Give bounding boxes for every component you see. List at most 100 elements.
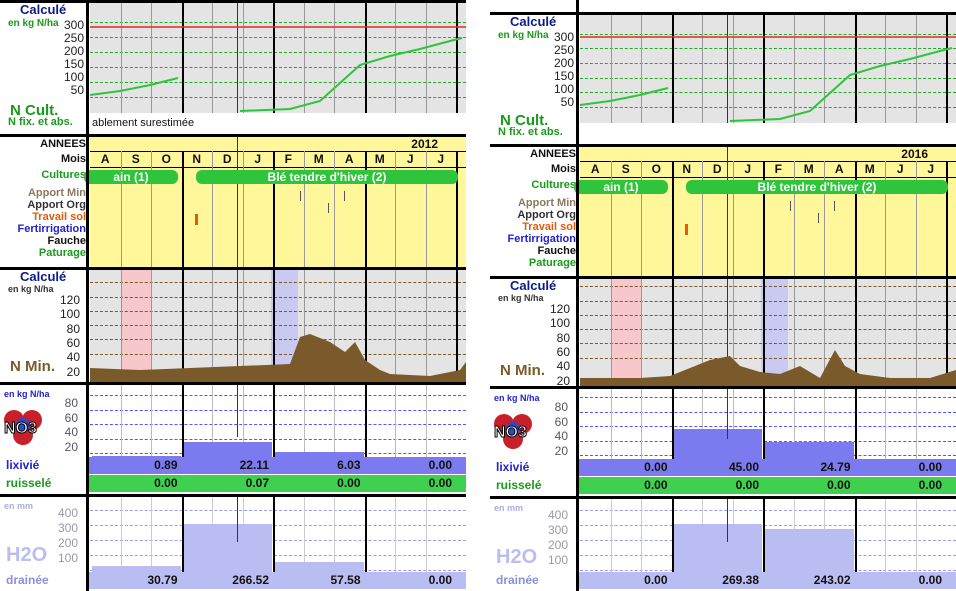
v-gridline — [610, 499, 612, 572]
v-gridline — [364, 151, 367, 267]
fauche-label: Fauche — [47, 235, 86, 247]
v-gridline — [425, 385, 427, 457]
month-label: O — [651, 162, 661, 176]
apport-org-marker[interactable] — [818, 213, 819, 223]
h-gridline — [580, 510, 956, 511]
apport-org-marker[interactable] — [328, 203, 329, 213]
v-gridline — [702, 389, 703, 459]
column-divider — [671, 389, 674, 459]
calc-title: Calculé — [20, 2, 67, 17]
y-tick-label: 150 — [553, 69, 574, 83]
simulation-panel-left: Calculé en kg N/ha 300 250 200 150 100 50 N Cult… — [0, 0, 466, 591]
drainee-value: 0.00 — [918, 573, 942, 587]
agenda-labels: ANNEES Mois Cultures Apport Min Apport Org Tr… — [0, 138, 86, 271]
month-label: A — [590, 162, 600, 176]
agenda-grid: 2016ASONDJFMAMJJAain (1)Blé tendre d'hiv… — [574, 147, 956, 276]
n-min-label: N Min. — [10, 358, 55, 375]
drainee-value: 30.79 — [147, 573, 178, 587]
v-gridline — [395, 497, 396, 572]
v-gridline — [242, 385, 244, 457]
drainee-label: drainée — [496, 573, 539, 587]
unit-label: en mm — [4, 501, 34, 511]
month-label: J — [927, 162, 935, 176]
panel-divider — [576, 0, 579, 591]
n-min-area-svg — [90, 334, 466, 382]
n-cult-curve-prev — [90, 77, 179, 96]
apport-min-marker[interactable] — [790, 201, 791, 211]
oxygen-atom — [13, 425, 33, 445]
y-tick-label: 300 — [63, 18, 84, 32]
n-cult-label: N Cult. — [500, 112, 549, 129]
v-gridline — [763, 15, 765, 123]
v-gridline — [885, 499, 886, 572]
column-divider — [364, 385, 367, 457]
y-tick-label: 200 — [63, 44, 84, 58]
column-divider — [854, 389, 857, 459]
v-gridline — [641, 279, 642, 386]
agenda-section: ANNEES Mois Cultures Apport Min Apport Org Tr… — [490, 144, 956, 276]
current-date-line — [726, 279, 728, 386]
h-gridline — [90, 525, 466, 526]
v-gridline — [364, 270, 367, 382]
y-tick-label: 40 — [66, 350, 80, 365]
apport-min-marker[interactable] — [834, 201, 835, 211]
v-gridline — [242, 270, 244, 382]
h-gridline — [580, 397, 956, 398]
column-divider — [181, 385, 184, 457]
no3-molecule-icon: NO3 — [492, 412, 536, 452]
column-divider — [671, 499, 674, 572]
n-cult-plot — [90, 3, 466, 113]
lixivie-value: 24.79 — [820, 460, 851, 474]
no3-label: NO3 — [494, 424, 528, 442]
h-gridline — [580, 314, 956, 316]
month-label: J — [437, 152, 445, 166]
v-gridline — [671, 161, 674, 276]
lixivie-bar — [275, 452, 364, 457]
cultures-label: Cultures — [41, 169, 86, 181]
travail-sol-marker[interactable] — [685, 224, 688, 235]
v-gridline — [915, 161, 917, 276]
crop-bar-main[interactable]: Blé tendre d'hiver (2) — [686, 180, 948, 194]
crop-bar-previous[interactable]: ain (1) — [84, 170, 178, 184]
column-divider — [854, 499, 857, 572]
n-min-section: Calculé en kg N/ha 120 100 80 60 40 20 N Min. — [0, 267, 466, 382]
crop-bar-previous[interactable]: ain (1) — [574, 180, 668, 194]
v-gridline — [885, 15, 886, 123]
year-divider — [90, 151, 466, 152]
apport-min-label: Apport Min — [517, 197, 576, 209]
v-gridline — [212, 3, 213, 113]
h-gridline — [580, 440, 956, 442]
v-gridline — [212, 385, 213, 457]
apport-min-marker[interactable] — [344, 191, 345, 201]
y-tick-label: 250 — [63, 31, 84, 45]
crop-bar-main[interactable]: Blé tendre d'hiver (2) — [196, 170, 458, 184]
v-gridline — [181, 3, 184, 113]
n-cult-curve-prev — [580, 87, 669, 106]
month-label: D — [222, 152, 232, 166]
y-tick-label: 80 — [554, 400, 568, 414]
travail-sol-marker[interactable] — [195, 214, 198, 225]
v-gridline — [395, 151, 396, 267]
h-gridline — [580, 33, 956, 35]
drainee-row: drainée 0.00 269.38 243.02 0.00 — [490, 572, 956, 589]
y-tick-label: 50 — [70, 83, 84, 97]
apport-min-marker[interactable] — [300, 191, 301, 201]
month-label: J — [896, 162, 904, 176]
v-gridline — [732, 15, 734, 123]
v-gridline — [425, 270, 427, 382]
h-gridline — [90, 325, 466, 327]
month-label: D — [712, 162, 722, 176]
column-divider — [763, 389, 765, 459]
v-gridline — [303, 270, 305, 382]
v-gridline — [303, 385, 305, 457]
h-gridline — [90, 424, 466, 425]
y-tick-label: 300 — [547, 523, 568, 537]
y-tick-label: 60 — [66, 335, 80, 350]
h-gridline — [90, 37, 466, 38]
v-gridline — [885, 389, 886, 459]
drainee-bg — [578, 572, 956, 589]
unit-label: en kg N/ha — [4, 389, 50, 399]
column-divider — [273, 497, 275, 572]
v-gridline — [151, 270, 152, 382]
v-gridline — [395, 270, 396, 382]
